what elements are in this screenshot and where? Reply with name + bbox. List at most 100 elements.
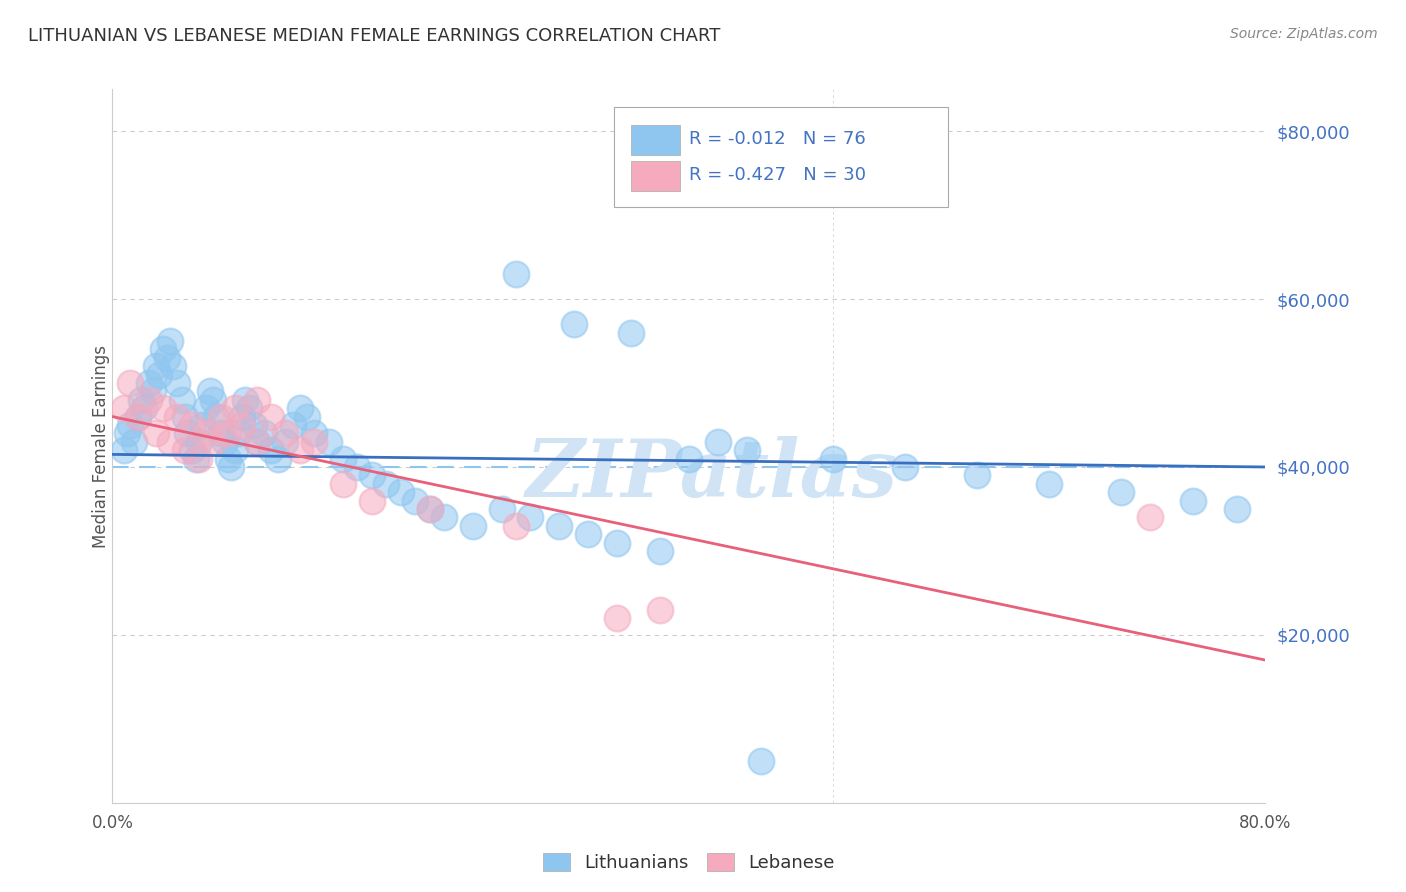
Point bbox=[245, 392, 267, 407]
Point bbox=[195, 426, 218, 441]
Point bbox=[253, 426, 276, 441]
Y-axis label: Median Female Earnings: Median Female Earnings bbox=[93, 344, 110, 548]
Point bbox=[148, 368, 170, 382]
Point bbox=[138, 376, 160, 390]
Point bbox=[224, 401, 246, 416]
Point bbox=[152, 401, 174, 416]
Point bbox=[548, 518, 571, 533]
Point bbox=[188, 434, 211, 449]
Point bbox=[122, 434, 145, 449]
Point bbox=[118, 417, 141, 432]
Point bbox=[166, 376, 188, 390]
Point bbox=[180, 417, 202, 432]
Point bbox=[191, 417, 214, 432]
Point bbox=[576, 527, 599, 541]
Point bbox=[606, 611, 628, 625]
Point bbox=[209, 409, 232, 424]
Legend: Lithuanians, Lebanese: Lithuanians, Lebanese bbox=[536, 846, 842, 880]
Text: Source: ZipAtlas.com: Source: ZipAtlas.com bbox=[1230, 27, 1378, 41]
Point bbox=[209, 426, 232, 441]
Point bbox=[224, 443, 246, 458]
Point bbox=[562, 318, 585, 332]
Point bbox=[332, 476, 354, 491]
Point bbox=[134, 401, 156, 416]
Point bbox=[184, 451, 207, 466]
Point bbox=[375, 476, 398, 491]
Point bbox=[304, 434, 326, 449]
Point bbox=[159, 334, 181, 348]
Point bbox=[142, 384, 165, 399]
Point bbox=[156, 351, 179, 365]
Point bbox=[195, 401, 218, 416]
Text: ZIPatlas: ZIPatlas bbox=[526, 436, 898, 513]
Point bbox=[360, 468, 382, 483]
Point bbox=[678, 451, 700, 466]
Point bbox=[648, 544, 672, 558]
Point bbox=[242, 417, 264, 432]
Text: R = -0.012   N = 76: R = -0.012 N = 76 bbox=[689, 130, 866, 148]
Point bbox=[188, 451, 211, 466]
Point bbox=[404, 493, 426, 508]
Point bbox=[233, 392, 256, 407]
Point bbox=[281, 417, 304, 432]
Point bbox=[648, 603, 672, 617]
FancyBboxPatch shape bbox=[631, 125, 679, 155]
Point bbox=[219, 460, 242, 475]
Point bbox=[217, 426, 239, 441]
Point bbox=[1182, 493, 1205, 508]
Point bbox=[228, 426, 250, 441]
Point bbox=[419, 502, 441, 516]
Point bbox=[267, 451, 290, 466]
Point bbox=[214, 434, 236, 449]
Point bbox=[360, 493, 382, 508]
Point bbox=[205, 409, 228, 424]
Point bbox=[433, 510, 456, 524]
Point bbox=[1139, 510, 1161, 524]
Point bbox=[180, 443, 202, 458]
Point bbox=[1226, 502, 1249, 516]
Point bbox=[170, 392, 193, 407]
Point bbox=[129, 392, 153, 407]
Point bbox=[231, 417, 253, 432]
Point bbox=[749, 754, 772, 768]
Point bbox=[706, 434, 728, 449]
FancyBboxPatch shape bbox=[631, 161, 679, 191]
Point bbox=[288, 443, 311, 458]
Point bbox=[238, 401, 260, 416]
Point bbox=[217, 451, 239, 466]
Point bbox=[173, 443, 195, 458]
Point bbox=[112, 401, 135, 416]
Point bbox=[202, 392, 225, 407]
FancyBboxPatch shape bbox=[614, 107, 948, 207]
Point bbox=[304, 426, 326, 441]
Point bbox=[505, 518, 527, 533]
Point bbox=[1111, 485, 1133, 500]
Point bbox=[200, 384, 222, 399]
Point bbox=[245, 434, 267, 449]
Point bbox=[346, 460, 368, 475]
Point bbox=[138, 392, 160, 407]
Point bbox=[245, 434, 267, 449]
Point bbox=[735, 443, 758, 458]
Point bbox=[606, 535, 628, 549]
Point bbox=[505, 267, 527, 281]
Point bbox=[159, 434, 181, 449]
Text: R = -0.427   N = 30: R = -0.427 N = 30 bbox=[689, 166, 866, 184]
Point bbox=[173, 409, 195, 424]
Point bbox=[620, 326, 643, 340]
Point bbox=[231, 409, 253, 424]
Point bbox=[419, 502, 441, 516]
Point bbox=[461, 518, 484, 533]
Point bbox=[260, 409, 283, 424]
Point bbox=[274, 426, 297, 441]
Point bbox=[389, 485, 412, 500]
Point bbox=[332, 451, 354, 466]
Point bbox=[260, 443, 283, 458]
Point bbox=[519, 510, 541, 524]
Point bbox=[491, 502, 513, 516]
Point bbox=[166, 409, 188, 424]
Point bbox=[145, 426, 167, 441]
Point bbox=[821, 451, 844, 466]
Point bbox=[118, 376, 141, 390]
Point bbox=[894, 460, 917, 475]
